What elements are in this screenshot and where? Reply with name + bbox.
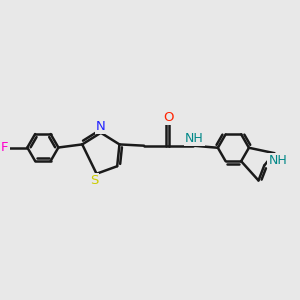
Text: F: F — [1, 141, 9, 154]
Text: NH: NH — [268, 154, 287, 166]
Text: O: O — [164, 111, 174, 124]
Text: S: S — [90, 174, 98, 187]
Text: N: N — [96, 120, 106, 133]
Text: NH: NH — [185, 132, 204, 145]
